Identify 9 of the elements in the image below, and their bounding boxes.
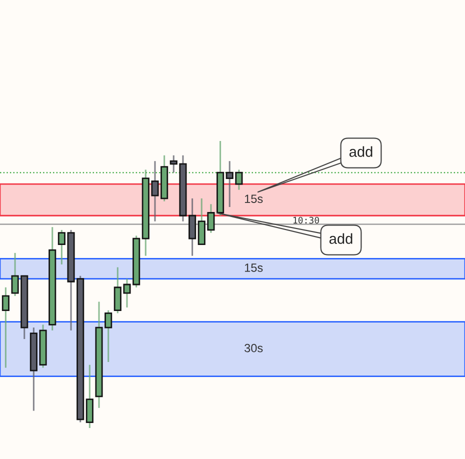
band-label: 30s: [244, 344, 263, 352]
candlestick: [86, 364, 94, 428]
candlestick: [188, 198, 196, 257]
band-label: 15s: [244, 194, 263, 204]
candlestick: [2, 286, 10, 368]
text: 10:30: [293, 216, 320, 224]
band-label: 15s: [244, 264, 263, 272]
text: add: [349, 146, 372, 157]
text: add: [329, 233, 352, 244]
